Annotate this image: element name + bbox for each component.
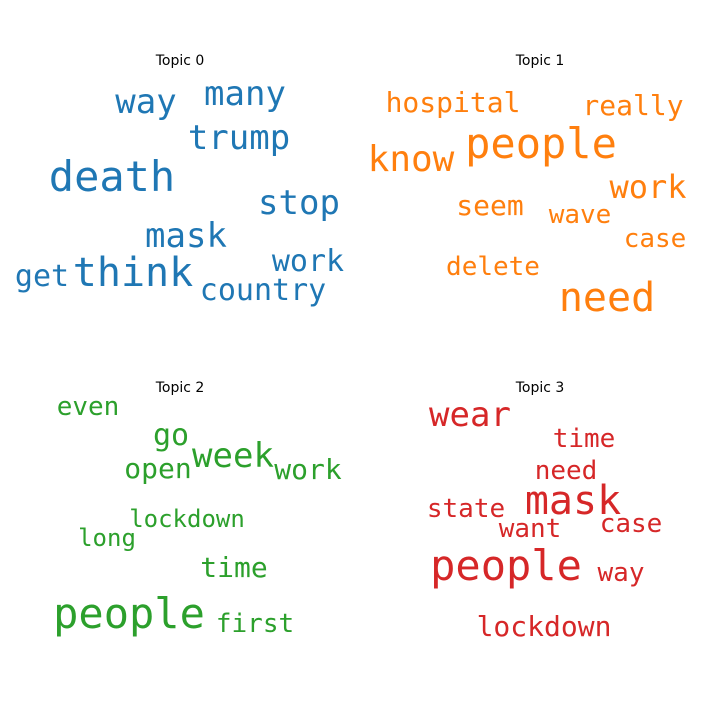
word-week: week <box>192 436 274 476</box>
word-country: country <box>199 273 327 308</box>
topic-3-title: Topic 3 <box>515 380 565 396</box>
word-think: think <box>72 250 194 296</box>
topic-1-panel: Topic 1 people need know work hospital r… <box>360 0 720 340</box>
word-people: people <box>430 541 582 590</box>
word-work: work <box>274 453 342 486</box>
word-need: need <box>534 456 598 486</box>
topic-2-title: Topic 2 <box>155 380 205 396</box>
word-lockdown: lockdown <box>129 505 245 533</box>
word-people: people <box>465 119 617 168</box>
word-even: even <box>56 392 120 422</box>
word-case: case <box>623 224 687 254</box>
word-time: time <box>552 424 616 454</box>
word-seem: seem <box>456 189 524 222</box>
word-wear: wear <box>429 395 511 435</box>
topic-2-panel: Topic 2 people week go open work even lo… <box>0 340 360 720</box>
word-work: work <box>609 168 687 206</box>
word-stop: stop <box>258 183 340 223</box>
word-long: long <box>78 524 136 552</box>
topic-3-panel: Topic 3 people mask wear time need state… <box>360 340 720 720</box>
word-state: state <box>426 494 506 524</box>
word-hospital: hospital <box>385 86 521 119</box>
topic-0-panel: Topic 0 death think mask trump many way … <box>0 0 360 340</box>
word-really: really <box>582 89 684 122</box>
word-mask: mask <box>145 216 227 256</box>
word-delete: delete <box>446 252 540 282</box>
topic-1-title: Topic 1 <box>515 53 565 69</box>
word-death: death <box>48 152 176 201</box>
word-way: way <box>115 82 177 122</box>
word-go: go <box>152 418 190 453</box>
word-wave: wave <box>548 200 612 230</box>
word-want: want <box>498 514 562 544</box>
word-need: need <box>558 275 656 321</box>
word-first: first <box>215 609 295 639</box>
word-trump: trump <box>187 118 291 158</box>
word-way: way <box>597 558 645 588</box>
word-get: get <box>14 259 70 294</box>
word-many: many <box>204 74 286 114</box>
word-case: case <box>599 509 663 539</box>
word-time: time <box>200 551 268 584</box>
word-people: people <box>53 589 205 638</box>
word-open: open <box>124 452 192 485</box>
word-work: work <box>271 244 345 279</box>
word-lockdown: lockdown <box>476 610 612 643</box>
word-know: know <box>367 139 455 180</box>
word-mask: mask <box>524 478 622 524</box>
topic-0-title: Topic 0 <box>155 53 205 69</box>
